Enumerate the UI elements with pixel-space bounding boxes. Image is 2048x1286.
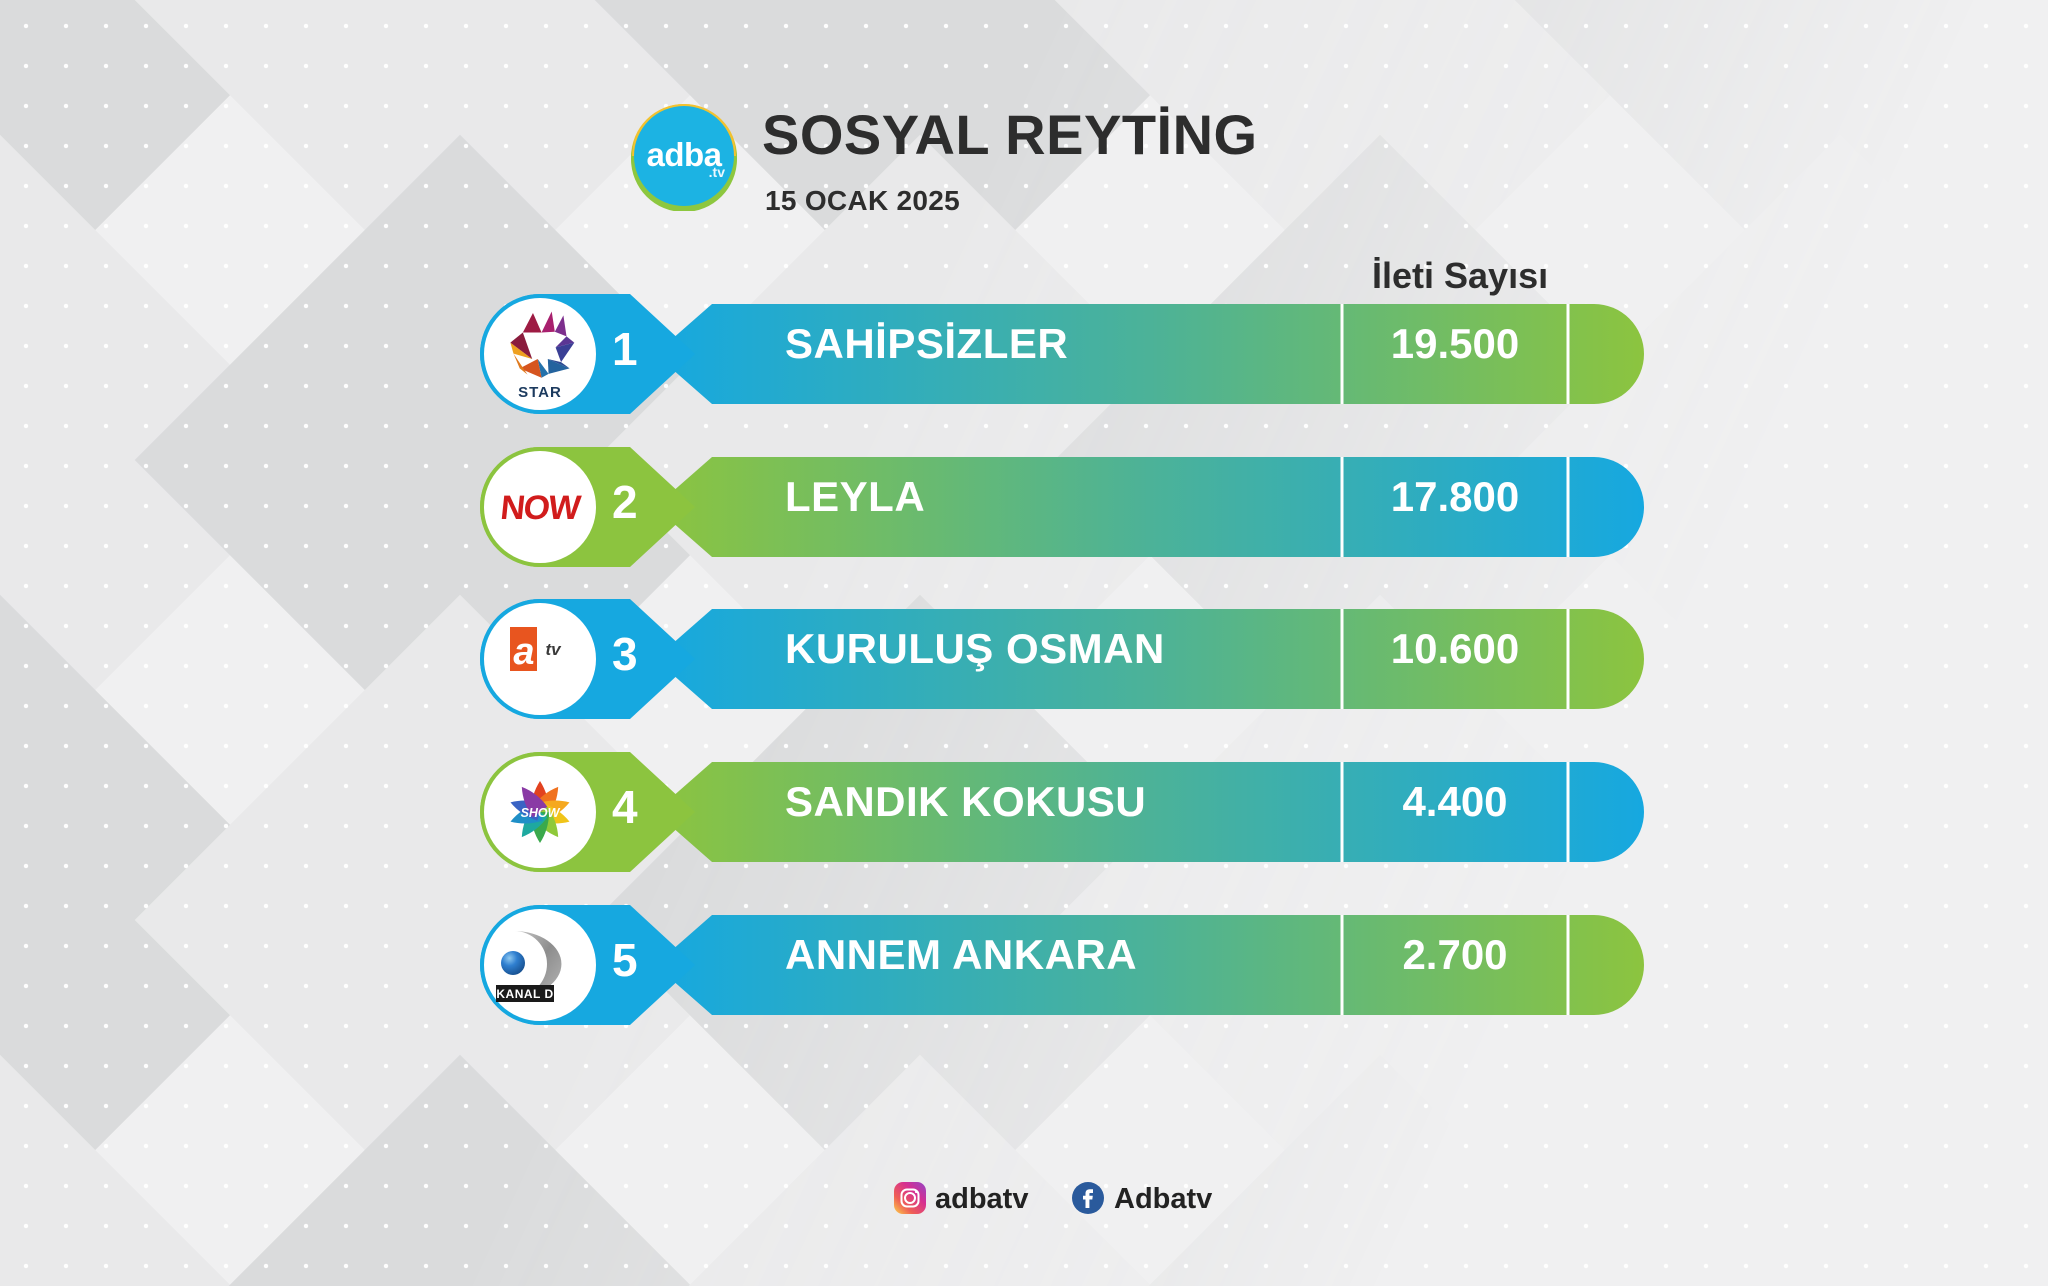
svg-text:tv: tv bbox=[545, 640, 562, 659]
svg-text:KANAL D: KANAL D bbox=[496, 987, 553, 1001]
svg-text:SHOW: SHOW bbox=[521, 806, 561, 820]
svg-text:a: a bbox=[513, 631, 534, 673]
svg-text:STAR: STAR bbox=[518, 384, 562, 401]
svg-text:NOW: NOW bbox=[499, 489, 584, 527]
